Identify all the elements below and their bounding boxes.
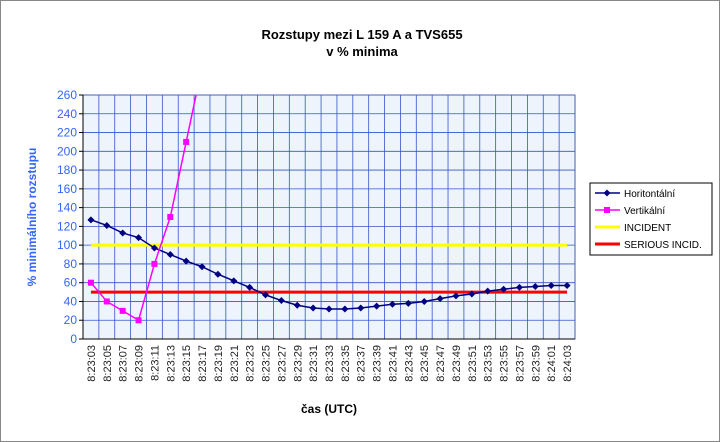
y-tick-label: 100 xyxy=(57,238,77,252)
legend-marker xyxy=(603,189,611,197)
x-tick-label: 8:23:39 xyxy=(372,345,384,382)
y-tick-label: 180 xyxy=(57,163,77,177)
x-tick-label: 8:23:13 xyxy=(165,345,177,382)
legend-label: INCIDENT xyxy=(624,223,671,234)
data-point xyxy=(325,305,333,313)
x-tick-label: 8:23:49 xyxy=(451,345,463,382)
x-tick-label: 8:23:21 xyxy=(229,345,241,382)
legend-label: Horitontální xyxy=(624,189,675,200)
x-tick-label: 8:23:33 xyxy=(324,345,336,382)
data-point xyxy=(183,138,190,145)
x-tick-label: 8:23:45 xyxy=(419,345,431,382)
data-point xyxy=(436,295,444,303)
y-tick-label: 140 xyxy=(57,201,77,215)
data-point xyxy=(103,221,111,229)
y-tick-label: 80 xyxy=(64,257,78,271)
y-tick-label: 200 xyxy=(57,144,77,158)
x-tick-label: 8:23:25 xyxy=(261,345,273,382)
data-point xyxy=(135,317,142,324)
data-point xyxy=(484,287,492,295)
x-tick-label: 8:23:05 xyxy=(102,345,114,382)
data-point xyxy=(531,282,539,290)
x-tick-label: 8:23:47 xyxy=(435,345,447,382)
data-point xyxy=(373,302,381,310)
x-tick-label: 8:24:03 xyxy=(562,345,574,382)
data-point xyxy=(119,229,127,237)
series-layer xyxy=(87,95,571,324)
data-point xyxy=(150,244,158,252)
data-point xyxy=(262,291,270,299)
x-tick-label: 8:23:03 xyxy=(86,345,98,382)
y-tick-label: 40 xyxy=(64,294,78,308)
x-tick-label: 8:23:53 xyxy=(483,345,495,382)
data-point xyxy=(119,307,126,314)
data-point xyxy=(309,304,317,312)
x-tick-label: 8:23:51 xyxy=(467,345,479,382)
x-tick-label: 8:23:41 xyxy=(387,345,399,382)
data-point xyxy=(151,260,158,267)
data-point xyxy=(404,299,412,307)
data-point xyxy=(87,279,94,286)
x-tick-label: 8:23:27 xyxy=(276,345,288,382)
x-tick-label: 8:23:19 xyxy=(213,345,225,382)
legend-label: Vertikální xyxy=(624,206,665,217)
data-point xyxy=(500,285,508,293)
data-point xyxy=(166,251,174,259)
x-tick-label: 8:23:11 xyxy=(149,345,161,381)
x-tick-label: 8:23:29 xyxy=(292,345,304,382)
data-point xyxy=(452,292,460,300)
y-tick-label: 20 xyxy=(64,313,78,327)
y-tick-label: 60 xyxy=(64,276,78,290)
data-point xyxy=(388,300,396,308)
y-axis-title: % minimálního rozstupu xyxy=(25,148,39,287)
x-tick-label: 8:23:31 xyxy=(308,345,320,382)
chart-title: Rozstupy mezi L 159 A a TVS655 xyxy=(261,27,462,42)
x-tick-label: 8:23:43 xyxy=(403,345,415,382)
data-point xyxy=(357,304,365,312)
x-axis-title: čas (UTC) xyxy=(301,402,357,416)
data-point xyxy=(230,277,238,285)
data-point xyxy=(341,305,349,313)
y-tick-label: 260 xyxy=(57,88,77,102)
y-tick-label: 120 xyxy=(57,219,77,233)
x-tick-label: 8:23:17 xyxy=(197,345,209,382)
data-point xyxy=(468,290,476,298)
x-tick-label: 8:23:15 xyxy=(181,345,193,382)
data-point xyxy=(135,234,143,242)
data-point xyxy=(547,282,555,290)
x-tick-label: 8:23:23 xyxy=(245,345,257,382)
data-point xyxy=(167,214,174,220)
x-tick-label: 8:23:57 xyxy=(514,345,526,382)
chart-subtitle: v % minima xyxy=(326,44,398,59)
data-point xyxy=(214,270,222,278)
data-point xyxy=(277,297,285,305)
x-tick-label: 8:23:35 xyxy=(340,345,352,382)
data-point xyxy=(420,297,428,305)
y-tick-label: 240 xyxy=(57,107,77,121)
data-point xyxy=(293,301,301,309)
data-point xyxy=(246,283,254,291)
y-tick-label: 160 xyxy=(57,182,77,196)
data-point xyxy=(182,257,190,265)
x-tick-label: 8:23:07 xyxy=(118,345,130,382)
data-point xyxy=(103,298,110,305)
data-point xyxy=(563,282,571,290)
data-point xyxy=(515,283,523,291)
legend-label: SERIOUS INCID. xyxy=(624,240,702,251)
x-tick-label: 8:23:55 xyxy=(499,345,511,382)
data-point xyxy=(198,263,206,271)
data-point xyxy=(87,216,95,224)
x-tick-label: 8:23:59 xyxy=(530,345,542,382)
y-tick-label: 0 xyxy=(70,332,77,346)
legend-marker xyxy=(604,207,610,213)
plot-area xyxy=(82,94,576,340)
x-tick-label: 8:23:37 xyxy=(356,345,368,382)
y-tick-label: 220 xyxy=(57,126,77,140)
x-tick-label: 8:23:09 xyxy=(134,345,146,382)
x-tick-label: 8:24:01 xyxy=(546,345,558,382)
